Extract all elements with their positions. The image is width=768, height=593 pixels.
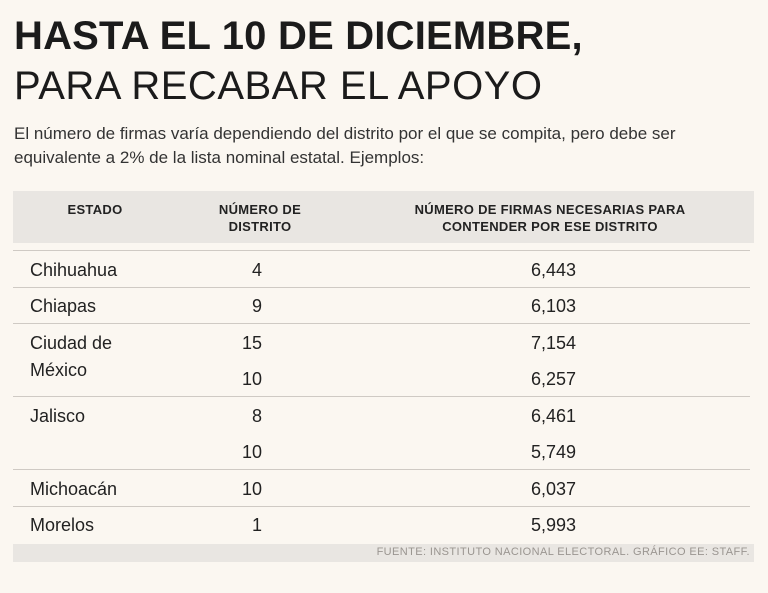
title-line-1: HASTA EL 10 DE DICIEMBRE, — [14, 14, 583, 58]
row-divider — [13, 287, 750, 288]
row-divider — [13, 506, 750, 507]
table-footer-band — [13, 544, 754, 562]
table-cell-firmas: 6,103 — [530, 296, 576, 316]
row-divider — [13, 323, 750, 324]
table-cell-distrito: 4 — [251, 260, 262, 280]
table-cell-firmas: 7,154 — [530, 333, 576, 353]
header-firmas-line-2: CONTENDER POR ESE DISTRITO — [442, 219, 658, 234]
table-cell-distrito: 15 — [241, 333, 262, 353]
title-line-2: PARA RECABAR EL APOYO — [14, 64, 543, 108]
table-cell-estado: Ciudad de — [30, 333, 113, 353]
row-divider — [13, 469, 750, 470]
table-cell-firmas: 6,461 — [530, 406, 576, 426]
table-cell-firmas: 6,037 — [530, 479, 576, 499]
header-estado-label: ESTADO — [67, 202, 123, 217]
row-divider — [13, 250, 750, 251]
table-cell-distrito: 1 — [251, 515, 262, 535]
table-cell-distrito: 10 — [241, 369, 262, 389]
table-cell-distrito: 9 — [251, 296, 262, 316]
table-cell-distrito: 10 — [241, 479, 262, 499]
row-divider — [13, 396, 750, 397]
table-cell-firmas: 5,749 — [530, 442, 576, 462]
table-cell-estado: Chihuahua — [30, 260, 118, 280]
table-cell-firmas: 5,993 — [530, 515, 576, 535]
source-credit: FUENTE: INSTITUTO NACIONAL ELECTORAL. GR… — [376, 546, 750, 558]
header-estado: ESTADO — [20, 201, 170, 218]
table-cell-estado: Jalisco — [30, 406, 86, 426]
table-cell-distrito: 10 — [241, 442, 262, 462]
table-cell-estado: México — [30, 360, 88, 380]
header-firmas: NÚMERO DE FIRMAS NECESARIAS PARA CONTEND… — [350, 201, 750, 235]
table-cell-estado: Chiapas — [30, 296, 97, 316]
table-cell-estado: Michoacán — [30, 479, 118, 499]
header-distrito-line-2: DISTRITO — [228, 219, 292, 234]
header-distrito-line-1: NÚMERO DE — [218, 202, 302, 217]
table-header-band — [13, 191, 754, 243]
table-cell-distrito: 8 — [251, 406, 262, 426]
header-firmas-line-1: NÚMERO DE FIRMAS NECESARIAS PARA — [414, 202, 686, 217]
table-cell-firmas: 6,257 — [530, 369, 576, 389]
intro-text: El número de firmas varía dependiendo de… — [14, 124, 676, 167]
table-cell-estado: Morelos — [30, 515, 95, 535]
table-cell-firmas: 6,443 — [530, 260, 576, 280]
header-distrito: NÚMERO DE DISTRITO — [190, 201, 330, 235]
